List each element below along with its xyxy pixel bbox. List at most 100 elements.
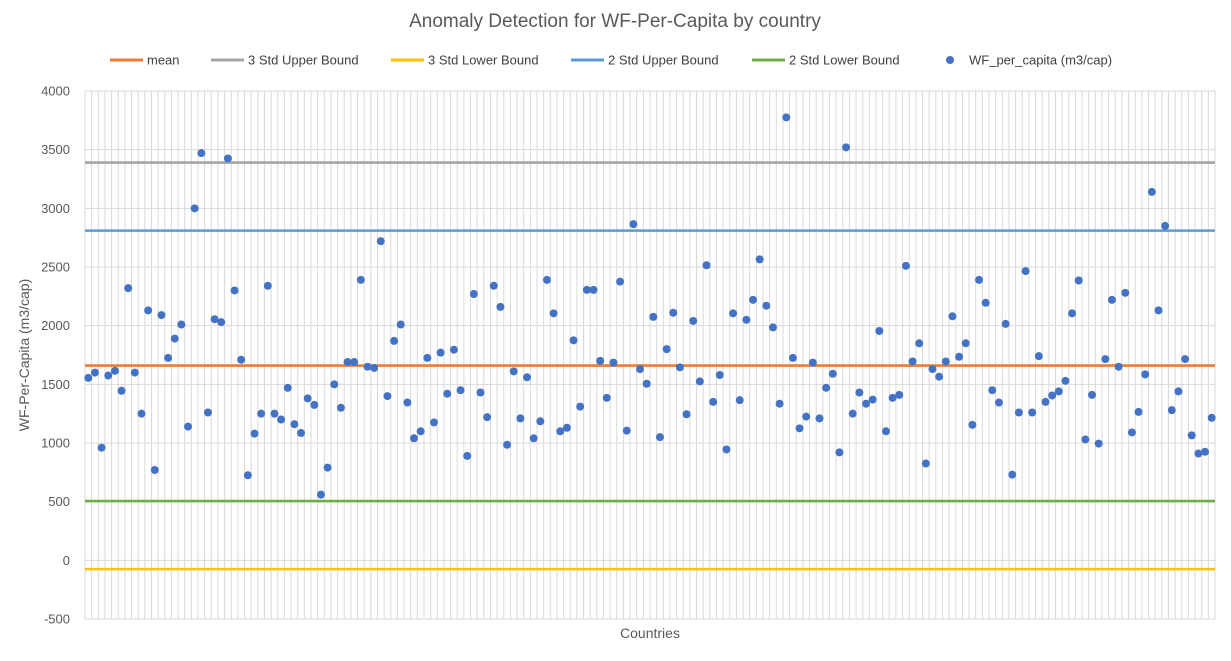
- data-point: [742, 315, 751, 324]
- data-point: [429, 418, 438, 427]
- data-point: [84, 373, 93, 382]
- data-point: [1201, 447, 1210, 456]
- data-point: [363, 362, 372, 371]
- data-point: [509, 367, 518, 376]
- data-point: [729, 309, 738, 318]
- legend-mean-label: mean: [147, 53, 180, 68]
- data-point: [795, 424, 804, 433]
- data-point: [529, 434, 538, 443]
- data-point: [283, 383, 292, 392]
- x-axis-label: Countries: [620, 625, 680, 641]
- data-point: [124, 284, 133, 293]
- data-point: [1068, 309, 1077, 318]
- data-point: [1121, 288, 1130, 297]
- data-point: [901, 261, 910, 270]
- data-point: [316, 490, 325, 499]
- data-point: [596, 356, 605, 365]
- data-point: [755, 255, 764, 264]
- data-point: [1048, 391, 1057, 400]
- data-point: [622, 426, 631, 435]
- y-axis-tick-labels: 4000 3500 3000 2500 2000 1500 1000 500 0 -500: [41, 84, 70, 627]
- data-point: [469, 289, 478, 298]
- data-point: [562, 423, 571, 432]
- legend-series-marker: [946, 56, 954, 64]
- data-point: [948, 312, 957, 321]
- data-point: [1008, 470, 1017, 479]
- data-point: [655, 433, 664, 442]
- data-point: [356, 275, 365, 284]
- data-point: [749, 295, 758, 304]
- data-point: [802, 412, 811, 421]
- data-point: [177, 320, 186, 329]
- data-point: [881, 427, 890, 436]
- data-point: [150, 465, 159, 474]
- data-point: [609, 358, 618, 367]
- data-point: [436, 348, 445, 357]
- data-point: [1207, 413, 1216, 422]
- data-point: [243, 471, 252, 480]
- data-point: [1154, 306, 1163, 315]
- data-point: [1074, 276, 1083, 285]
- data-point: [569, 336, 578, 345]
- data-point: [336, 403, 345, 412]
- data-point: [556, 427, 565, 436]
- data-point: [868, 395, 877, 404]
- data-point: [310, 400, 319, 409]
- data-point: [1061, 376, 1070, 385]
- data-point: [203, 408, 212, 417]
- data-point: [396, 320, 405, 329]
- data-point: [828, 369, 837, 378]
- data-point: [97, 443, 106, 452]
- legend-2-std-upper-bound-label: 2 Std Upper Bound: [608, 53, 719, 68]
- data-point: [616, 277, 625, 286]
- data-point: [184, 422, 193, 431]
- data-point: [536, 417, 545, 426]
- data-point: [941, 357, 950, 366]
- data-point: [988, 386, 997, 395]
- y-tick-label: 2000: [41, 318, 70, 333]
- reference-lines: [85, 161, 1215, 571]
- data-point: [250, 429, 259, 438]
- data-point: [503, 440, 512, 449]
- data-point: [955, 352, 964, 361]
- data-point: [403, 398, 412, 407]
- chart-title: Anomaly Detection for WF-Per-Capita by c…: [409, 11, 821, 32]
- data-point: [1141, 370, 1150, 379]
- data-point: [423, 353, 432, 362]
- data-point: [675, 363, 684, 372]
- data-point: [297, 429, 306, 438]
- data-point: [390, 336, 399, 345]
- legend-2-std-lower-bound-label: 2 Std Lower Bound: [789, 53, 900, 68]
- data-point: [915, 339, 924, 348]
- data-point: [822, 383, 831, 392]
- data-point: [343, 358, 352, 367]
- data-point: [190, 204, 199, 213]
- data-point: [416, 427, 425, 436]
- y-tick-label: 3000: [41, 201, 70, 216]
- data-point: [669, 308, 678, 317]
- data-point: [702, 261, 711, 270]
- data-point: [715, 370, 724, 379]
- data-point: [629, 220, 638, 229]
- y-tick-label: 3500: [41, 142, 70, 157]
- data-point: [928, 365, 937, 374]
- data-point: [1194, 449, 1203, 458]
- data-point: [350, 358, 359, 367]
- data-point: [589, 285, 598, 294]
- data-point: [130, 368, 139, 377]
- data-point: [1088, 390, 1097, 399]
- data-point: [323, 463, 332, 472]
- data-point: [1134, 407, 1143, 416]
- data-point: [263, 281, 272, 290]
- data-point: [576, 402, 585, 411]
- data-point: [449, 345, 458, 354]
- data-point: [662, 345, 671, 354]
- data-point: [483, 413, 492, 422]
- data-point: [1181, 355, 1190, 364]
- data-point: [582, 285, 591, 294]
- data-point: [496, 302, 505, 311]
- data-point: [230, 286, 239, 295]
- data-point: [270, 409, 279, 418]
- data-point: [463, 451, 472, 460]
